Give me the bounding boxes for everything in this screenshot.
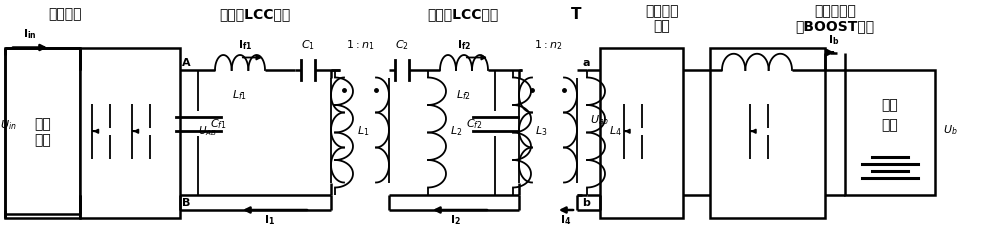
Text: $L_{f2}$: $L_{f2}$ <box>456 88 472 102</box>
Text: $L_3$: $L_3$ <box>535 124 547 138</box>
Text: $L_2$: $L_2$ <box>450 124 462 138</box>
Text: $1:n_2$: $1:n_2$ <box>534 38 562 52</box>
Text: 两路并联交: 两路并联交 <box>814 4 856 18</box>
Text: a: a <box>582 58 590 68</box>
Text: $U_{ab}$: $U_{ab}$ <box>590 113 609 127</box>
Text: $U_{AB}$: $U_{AB}$ <box>198 124 217 138</box>
Text: $C_2$: $C_2$ <box>395 38 409 52</box>
Text: B: B <box>182 198 190 207</box>
Text: 电池: 电池 <box>882 118 898 132</box>
Text: $\mathbf{I_1}$: $\mathbf{I_1}$ <box>264 213 276 227</box>
Text: $L_{f1}$: $L_{f1}$ <box>232 88 248 102</box>
Text: 直流
电源: 直流 电源 <box>35 118 51 148</box>
Text: $1:n_1$: $1:n_1$ <box>346 38 374 52</box>
Bar <box>600 48 683 217</box>
Text: 车载: 车载 <box>882 98 898 112</box>
Text: 错BOOST电路: 错BOOST电路 <box>795 19 875 33</box>
Text: $\mathbf{I_2}$: $\mathbf{I_2}$ <box>450 213 460 227</box>
Text: 同步整流: 同步整流 <box>645 4 679 18</box>
Text: 一次侧LCC补偿: 一次侧LCC补偿 <box>219 7 291 21</box>
Bar <box>5 48 80 217</box>
Text: b: b <box>582 198 590 207</box>
Text: 电路: 电路 <box>654 19 670 33</box>
Text: $\mathbf{I_{f2}}$: $\mathbf{I_{f2}}$ <box>457 38 471 52</box>
Bar <box>710 48 825 217</box>
Bar <box>80 48 180 217</box>
Text: $L_4$: $L_4$ <box>609 124 622 138</box>
Text: A: A <box>182 58 191 68</box>
Text: $\mathbf{I_{f1}}$: $\mathbf{I_{f1}}$ <box>238 38 252 52</box>
Text: $L_1$: $L_1$ <box>357 124 369 138</box>
Text: $\mathbf{I_4}$: $\mathbf{I_4}$ <box>560 213 572 227</box>
Text: 逆变电路: 逆变电路 <box>48 7 82 21</box>
Text: $U_b$: $U_b$ <box>943 123 958 137</box>
Text: $\mathbf{I_b}$: $\mathbf{I_b}$ <box>828 33 839 47</box>
Text: $\mathbf{T}$: $\mathbf{T}$ <box>570 6 582 22</box>
Bar <box>845 70 935 195</box>
Text: 二次侧LCC补偿: 二次侧LCC补偿 <box>427 7 499 21</box>
Text: $C_{f1}$: $C_{f1}$ <box>210 117 227 131</box>
Text: $U_{in}$: $U_{in}$ <box>0 118 17 132</box>
Text: $C_1$: $C_1$ <box>301 38 315 52</box>
Text: $C_{f2}$: $C_{f2}$ <box>466 117 483 131</box>
Text: $\mathbf{I_{in}}$: $\mathbf{I_{in}}$ <box>23 27 37 41</box>
